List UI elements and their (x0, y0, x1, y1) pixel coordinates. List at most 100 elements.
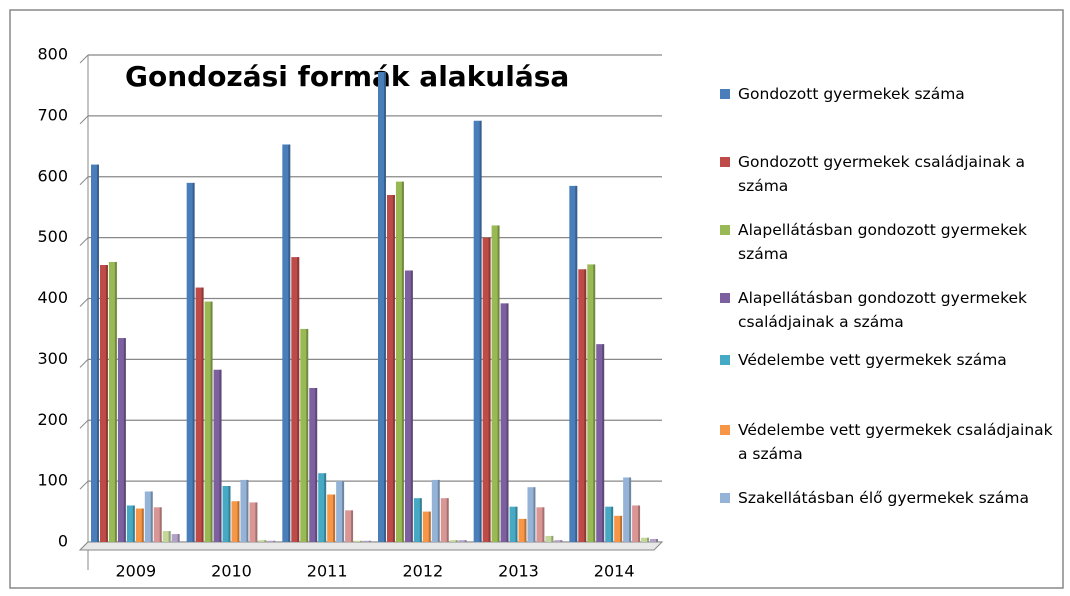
legend-swatch (720, 355, 730, 365)
bar (222, 485, 231, 542)
legend-swatch (720, 157, 730, 167)
bar (300, 328, 309, 542)
bar (596, 344, 605, 542)
bar-side (114, 261, 117, 542)
bar (153, 507, 162, 542)
bar-side (264, 540, 267, 542)
x-tick-label: 2011 (307, 562, 348, 581)
legend-entry: Gondozott gyermekek száma (720, 82, 1065, 106)
bar (99, 265, 108, 542)
bar-side (159, 507, 162, 542)
bar-side (656, 538, 658, 542)
y-tick-label: 300 (37, 349, 68, 368)
bar (395, 181, 404, 542)
bar (536, 507, 545, 542)
bar-side (123, 338, 126, 542)
bar-side (575, 185, 578, 542)
bar-side (629, 477, 632, 542)
bar (204, 301, 213, 542)
legend-entry: Szakellátásban élő gyermekek száma (720, 486, 1065, 510)
legend-label: Gondozott gyermekek családjainak a száma (738, 153, 1026, 195)
x-tick-label: 2014 (594, 562, 635, 581)
bar-side (273, 540, 276, 542)
legend-entry: Védelembe vett gyermekek családjainak a … (720, 418, 1065, 466)
legend-swatch (720, 225, 730, 235)
legend-swatch (720, 493, 730, 503)
bar (378, 72, 386, 543)
legend-entry: Védelembe vett gyermekek száma (720, 348, 1065, 372)
bar-side (168, 531, 171, 542)
bar-side (560, 540, 563, 542)
bar-side (237, 501, 240, 542)
bar-side (524, 518, 527, 542)
bar-side (228, 485, 231, 542)
bar (500, 303, 509, 542)
bar-side (419, 498, 422, 542)
bar (605, 506, 614, 542)
bar (195, 287, 204, 542)
bar (318, 473, 327, 542)
bar-side (638, 505, 641, 542)
tick-mark (79, 115, 89, 125)
bar (386, 195, 395, 542)
bar-side (410, 270, 413, 542)
bar (282, 144, 291, 542)
bar-side (428, 511, 431, 542)
bar (482, 237, 491, 542)
x-tick-label: 2010 (211, 562, 252, 581)
bar-side (141, 508, 144, 542)
y-tick-label: 100 (37, 471, 68, 490)
bar-side (297, 257, 300, 542)
legend-label: Alapellátásban gondozott gyermekek csalá… (738, 289, 1028, 331)
bar (518, 518, 527, 542)
bar (240, 479, 249, 542)
bar-side (533, 487, 536, 542)
bar-side (488, 237, 491, 542)
bar (249, 502, 258, 542)
bar (345, 510, 354, 542)
bar (91, 164, 99, 542)
tick-mark (79, 359, 89, 368)
y-tick-label: 800 (37, 45, 68, 64)
bar (108, 261, 117, 542)
bar-side (324, 473, 327, 542)
y-tick-label: 400 (37, 288, 68, 307)
bar-side (551, 535, 554, 542)
tick-mark (79, 176, 89, 186)
bar-side (360, 540, 363, 542)
bar-side (392, 195, 395, 542)
bar (309, 387, 318, 542)
bar (258, 540, 267, 542)
bar-side (333, 494, 336, 542)
bar (327, 494, 336, 542)
bar (554, 540, 563, 542)
bar-side (401, 181, 404, 542)
chart-title: Gondozási formák alakulása (125, 60, 569, 93)
bar-side (351, 510, 354, 542)
bar (569, 185, 578, 542)
bar-side (246, 479, 249, 542)
legend-swatch (720, 293, 730, 303)
x-tick-label: 2012 (402, 562, 443, 581)
legend-label: Védelembe vett gyermekek száma (738, 351, 1007, 369)
bar-side (647, 537, 650, 542)
bar (632, 505, 641, 542)
bar-side (383, 72, 386, 543)
bar-side (255, 502, 258, 542)
bar (135, 508, 144, 542)
tick-mark (79, 480, 89, 490)
legend-label: Szakellátásban élő gyermekek száma (738, 489, 1029, 507)
tick-mark (79, 298, 89, 307)
tick-mark (79, 419, 89, 429)
bar (291, 257, 300, 542)
bar-side (96, 164, 99, 542)
bar (491, 225, 500, 542)
bar-side (177, 534, 180, 542)
bar (336, 481, 345, 542)
y-tick-label: 700 (37, 105, 68, 124)
y-tick-label: 600 (37, 166, 68, 185)
bar-side (315, 387, 318, 542)
bar (213, 369, 222, 542)
x-tick-label: 2013 (498, 562, 539, 581)
